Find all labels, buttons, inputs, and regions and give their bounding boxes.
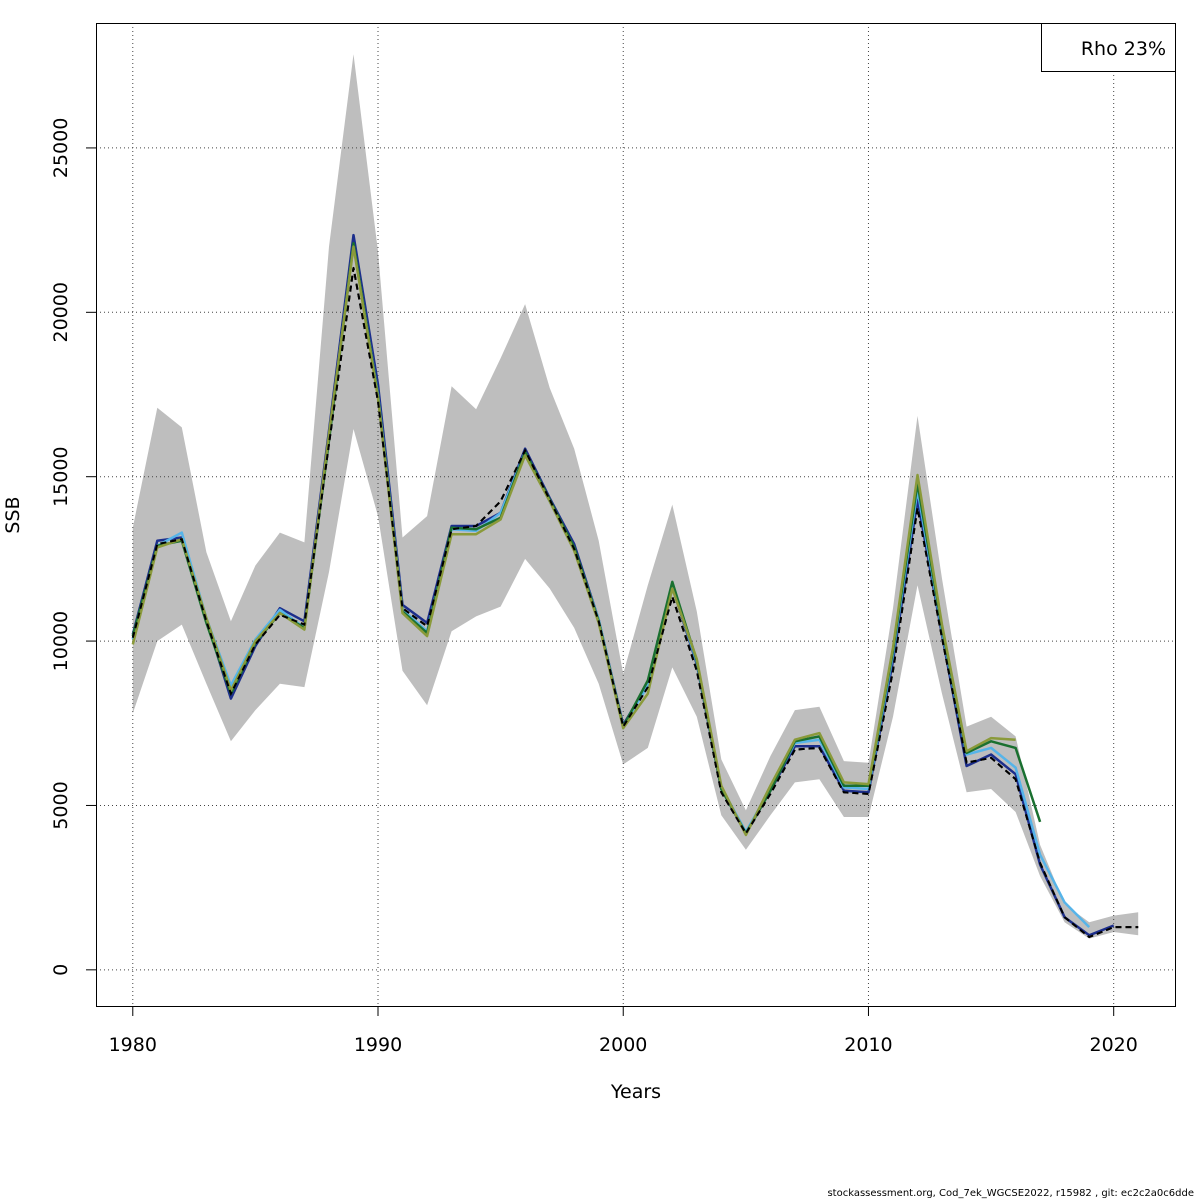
legend-box [1041, 23, 1176, 72]
x-tick-label: 1980 [109, 1034, 157, 1056]
legend-text: Rho 23% [1081, 38, 1166, 60]
y-tick-label: 0 [50, 964, 72, 976]
confidence-band [132, 54, 1139, 939]
axis-layer: 1980 1990 2000 2010 2020 0 5000 10000 15000 20000… [50, 118, 1138, 1056]
legend: Rho 23% [1041, 23, 1176, 72]
series-line-5 [131, 245, 1016, 837]
y-axis-title: SSB [2, 496, 24, 533]
x-tick-label: 2020 [1090, 1034, 1138, 1056]
y-tick-label: 5000 [50, 781, 72, 829]
reference-series-overlay [131, 267, 1139, 939]
y-tick-label: 10000 [50, 611, 72, 671]
plot-frame [96, 23, 1176, 1007]
x-tick-label: 2000 [599, 1034, 647, 1056]
y-tick-label: 15000 [50, 446, 72, 506]
confidence-band-layer [132, 54, 1139, 939]
x-tick-label: 1990 [354, 1034, 402, 1056]
x-axis-title: Years [610, 1081, 661, 1103]
y-tick-label: 25000 [50, 118, 72, 178]
y-tick-label: 20000 [50, 282, 72, 342]
x-tick-label: 2010 [844, 1034, 892, 1056]
footer-caption: stockassessment.org, Cod_7ek_WGCSE2022, … [827, 1188, 1194, 1199]
grid-layer [96, 23, 1175, 1006]
series-layer [131, 233, 1139, 939]
